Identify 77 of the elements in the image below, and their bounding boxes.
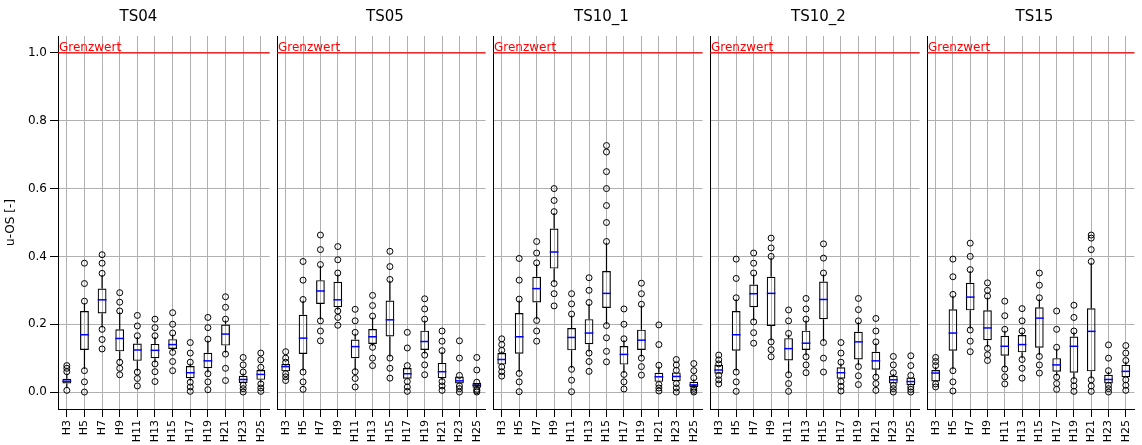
x-tick-label: H23 <box>1101 420 1115 443</box>
chart-title: TS10_2 <box>790 6 846 26</box>
x-tick-label: H21 <box>651 420 665 443</box>
x-tick-label: H15 <box>165 420 179 443</box>
ref-line-label: Grenzwert <box>928 39 991 54</box>
x-tick-label: H21 <box>868 420 882 443</box>
chart-title: TS15 <box>1014 6 1054 25</box>
x-tick-label: H17 <box>183 420 197 443</box>
x-tick-label: H25 <box>469 420 483 443</box>
x-tick-label: H19 <box>851 420 865 443</box>
x-tick-label: H9 <box>546 420 560 436</box>
x-tick-label: H19 <box>1066 420 1080 443</box>
x-tick-label: H9 <box>330 420 344 436</box>
x-tick-label: H21 <box>434 420 448 443</box>
ref-line-label: Grenzwert <box>711 39 774 54</box>
x-tick-label: H17 <box>1049 420 1063 443</box>
x-tick-label: H5 <box>295 420 309 436</box>
y-tick-label: 0.6 <box>27 180 47 195</box>
x-tick-label: H7 <box>313 420 327 436</box>
chart-title: TS05 <box>365 6 404 25</box>
x-tick-label: H13 <box>798 420 812 443</box>
y-tick-label: 1.0 <box>27 45 47 60</box>
x-tick-label: H17 <box>616 420 630 443</box>
x-tick-label: H15 <box>599 420 613 443</box>
ref-line-label: Grenzwert <box>278 39 341 54</box>
x-tick-label: H21 <box>1084 420 1098 443</box>
x-tick-label: H25 <box>903 420 917 443</box>
x-tick-label: H25 <box>253 420 267 443</box>
x-tick-label: H25 <box>686 420 700 443</box>
x-tick-label: H25 <box>1118 420 1132 443</box>
x-tick-label: H17 <box>400 420 414 443</box>
x-tick-label: H3 <box>59 420 73 436</box>
ref-line-label: Grenzwert <box>494 39 557 54</box>
x-tick-label: H13 <box>581 420 595 443</box>
x-tick-label: H11 <box>997 420 1011 443</box>
y-tick-label: 0.0 <box>27 384 47 399</box>
x-tick-label: H3 <box>928 420 942 436</box>
ref-line-label: Grenzwert <box>59 39 122 54</box>
x-tick-label: H3 <box>711 420 725 436</box>
x-tick-label: H15 <box>382 420 396 443</box>
x-tick-label: H23 <box>886 420 900 443</box>
x-tick-label: H5 <box>512 420 526 436</box>
x-tick-label: H5 <box>77 420 91 436</box>
x-tick-label: H11 <box>348 420 362 443</box>
x-tick-label: H19 <box>200 420 214 443</box>
x-tick-label: H23 <box>669 420 683 443</box>
x-tick-label: H7 <box>746 420 760 436</box>
x-tick-label: H5 <box>729 420 743 436</box>
x-tick-label: H3 <box>278 420 292 436</box>
x-tick-label: H11 <box>564 420 578 443</box>
x-tick-label: H15 <box>816 420 830 443</box>
x-tick-label: H11 <box>781 420 795 443</box>
x-tick-label: H7 <box>963 420 977 436</box>
x-tick-label: H23 <box>452 420 466 443</box>
chart-title: TS04 <box>118 6 158 25</box>
x-tick-label: H23 <box>236 420 250 443</box>
x-tick-label: H7 <box>94 420 108 436</box>
x-tick-label: H21 <box>218 420 232 443</box>
x-tick-label: H3 <box>494 420 508 436</box>
x-tick-label: H5 <box>945 420 959 436</box>
x-tick-label: H13 <box>1014 420 1028 443</box>
x-tick-label: H19 <box>417 420 431 443</box>
x-tick-label: H13 <box>147 420 161 443</box>
y-tick-label: 0.2 <box>27 316 47 331</box>
x-tick-label: H9 <box>112 420 126 436</box>
x-tick-label: H15 <box>1032 420 1046 443</box>
x-tick-label: H19 <box>634 420 648 443</box>
x-tick-label: H9 <box>980 420 994 436</box>
y-axis-title: u-OS [-] <box>3 199 18 246</box>
x-tick-label: H13 <box>365 420 379 443</box>
y-tick-label: 0.4 <box>27 248 47 263</box>
chart-title: TS10_1 <box>573 6 629 26</box>
x-tick-label: H11 <box>130 420 144 443</box>
x-tick-label: H7 <box>529 420 543 436</box>
x-tick-label: H9 <box>763 420 777 436</box>
x-tick-label: H17 <box>833 420 847 443</box>
y-tick-label: 0.8 <box>27 112 47 127</box>
